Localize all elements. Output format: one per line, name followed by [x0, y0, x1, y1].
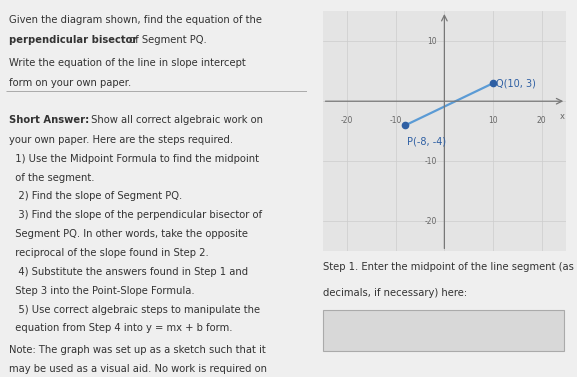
Text: of the segment.: of the segment. — [9, 173, 94, 182]
Text: equation from Step 4 into y = mx + b form.: equation from Step 4 into y = mx + b for… — [9, 323, 233, 333]
FancyBboxPatch shape — [323, 310, 564, 351]
Text: reciprocal of the slope found in Step 2.: reciprocal of the slope found in Step 2. — [9, 248, 208, 258]
Text: of Segment PQ.: of Segment PQ. — [126, 35, 207, 45]
Text: Note: The graph was set up as a sketch such that it: Note: The graph was set up as a sketch s… — [9, 345, 265, 355]
Text: 2) Find the slope of Segment PQ.: 2) Find the slope of Segment PQ. — [9, 192, 182, 201]
Text: Step 3 into the Point-Slope Formula.: Step 3 into the Point-Slope Formula. — [9, 286, 194, 296]
Text: decimals, if necessary) here:: decimals, if necessary) here: — [323, 288, 467, 298]
Text: Step 1. Enter the midpoint of the line segment (as: Step 1. Enter the midpoint of the line s… — [323, 262, 574, 273]
Text: form on your own paper.: form on your own paper. — [9, 78, 131, 88]
Text: Short Answer:: Short Answer: — [9, 115, 89, 125]
Text: perpendicular bisector: perpendicular bisector — [9, 35, 137, 45]
Text: 3) Find the slope of the perpendicular bisector of: 3) Find the slope of the perpendicular b… — [9, 210, 262, 220]
Text: Write the equation of the line in slope intercept: Write the equation of the line in slope … — [9, 58, 246, 68]
Text: 5) Use correct algebraic steps to manipulate the: 5) Use correct algebraic steps to manipu… — [9, 305, 260, 314]
Text: Segment PQ. In other words, take the opposite: Segment PQ. In other words, take the opp… — [9, 229, 248, 239]
Text: 1) Use the Midpoint Formula to find the midpoint: 1) Use the Midpoint Formula to find the … — [9, 154, 258, 164]
Text: Show all correct algebraic work on: Show all correct algebraic work on — [88, 115, 264, 125]
Text: Given the diagram shown, find the equation of the: Given the diagram shown, find the equati… — [9, 15, 262, 25]
Text: your own paper. Here are the steps required.: your own paper. Here are the steps requi… — [9, 135, 233, 145]
Text: 4) Substitute the answers found in Step 1 and: 4) Substitute the answers found in Step … — [9, 267, 248, 277]
Text: may be used as a visual aid. No work is required on: may be used as a visual aid. No work is … — [9, 364, 267, 374]
